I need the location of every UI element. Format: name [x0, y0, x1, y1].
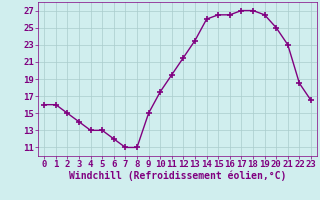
- X-axis label: Windchill (Refroidissement éolien,°C): Windchill (Refroidissement éolien,°C): [69, 171, 286, 181]
